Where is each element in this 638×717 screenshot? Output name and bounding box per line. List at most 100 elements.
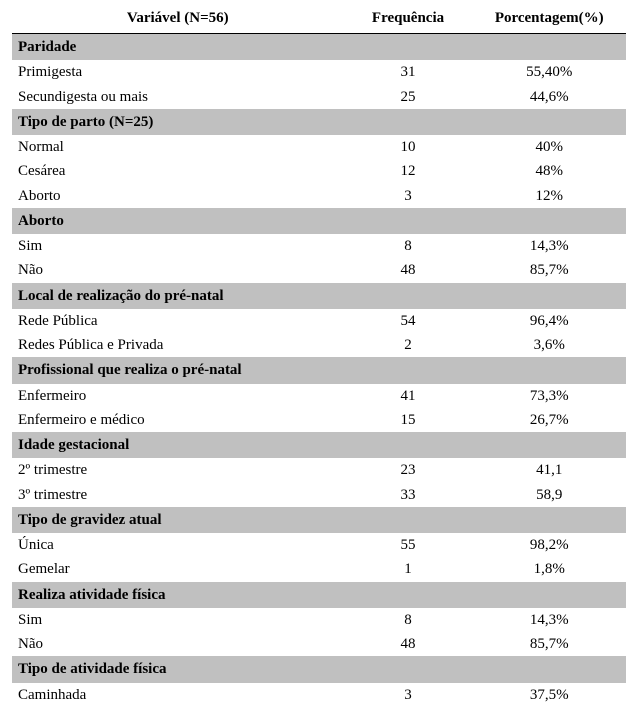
section-title: Aborto [12,208,344,234]
table-body: Paridade Primigesta 31 55,40% Secundiges… [12,34,626,707]
table-row: 2º trimestre 23 41,1 [12,458,626,482]
table-row: Caminhada 3 37,5% [12,683,626,707]
data-table: Variável (N=56) Frequência Porcentagem(%… [12,6,626,707]
section-blank [344,109,473,135]
cell-variable: Enfermeiro [12,384,344,408]
header-row: Variável (N=56) Frequência Porcentagem(%… [12,6,626,34]
section-blank [472,582,626,608]
section-blank [472,283,626,309]
cell-percentage: 98,2% [472,533,626,557]
table-row: Secundigesta ou mais 25 44,6% [12,85,626,109]
cell-percentage: 55,40% [472,60,626,84]
table-row: Enfermeiro e médico 15 26,7% [12,408,626,432]
cell-percentage: 14,3% [472,608,626,632]
section-title: Realiza atividade física [12,582,344,608]
cell-frequency: 55 [344,533,473,557]
cell-frequency: 2 [344,333,473,357]
cell-frequency: 31 [344,60,473,84]
table-row: Redes Pública e Privada 2 3,6% [12,333,626,357]
section-blank [472,357,626,383]
section-blank [472,34,626,61]
section-title: Tipo de gravidez atual [12,507,344,533]
table-row: Sim 8 14,3% [12,234,626,258]
table-row: 3º trimestre 33 58,9 [12,483,626,507]
cell-frequency: 3 [344,683,473,707]
section-blank [344,656,473,682]
table-row: Cesárea 12 48% [12,159,626,183]
cell-frequency: 48 [344,258,473,282]
table-row: Não 48 85,7% [12,258,626,282]
cell-variable: Cesárea [12,159,344,183]
cell-variable: Redes Pública e Privada [12,333,344,357]
cell-frequency: 41 [344,384,473,408]
table-row: Enfermeiro 41 73,3% [12,384,626,408]
section-blank [344,34,473,61]
section-header: Profissional que realiza o pré-natal [12,357,626,383]
table-container: Variável (N=56) Frequência Porcentagem(%… [0,0,638,717]
col-header-variable: Variável (N=56) [12,6,344,34]
cell-frequency: 54 [344,309,473,333]
cell-percentage: 73,3% [472,384,626,408]
section-blank [344,357,473,383]
cell-frequency: 3 [344,184,473,208]
section-blank [344,432,473,458]
cell-frequency: 10 [344,135,473,159]
table-row: Primigesta 31 55,40% [12,60,626,84]
cell-variable: Aborto [12,184,344,208]
section-blank [472,208,626,234]
cell-percentage: 85,7% [472,632,626,656]
section-header: Realiza atividade física [12,582,626,608]
cell-percentage: 14,3% [472,234,626,258]
cell-variable: Não [12,258,344,282]
section-blank [472,656,626,682]
cell-variable: Sim [12,608,344,632]
cell-variable: Gemelar [12,557,344,581]
cell-frequency: 15 [344,408,473,432]
section-blank [344,582,473,608]
section-title: Tipo de parto (N=25) [12,109,344,135]
section-title: Profissional que realiza o pré-natal [12,357,344,383]
section-title: Tipo de atividade física [12,656,344,682]
cell-frequency: 23 [344,458,473,482]
table-row: Única 55 98,2% [12,533,626,557]
cell-percentage: 3,6% [472,333,626,357]
section-title: Local de realização do pré-natal [12,283,344,309]
cell-percentage: 1,8% [472,557,626,581]
cell-variable: Única [12,533,344,557]
section-blank [472,432,626,458]
cell-variable: Normal [12,135,344,159]
table-row: Rede Pública 54 96,4% [12,309,626,333]
cell-percentage: 41,1 [472,458,626,482]
section-header: Aborto [12,208,626,234]
section-title: Idade gestacional [12,432,344,458]
cell-percentage: 40% [472,135,626,159]
cell-variable: Sim [12,234,344,258]
section-header: Tipo de atividade física [12,656,626,682]
cell-variable: Enfermeiro e médico [12,408,344,432]
section-blank [344,208,473,234]
cell-variable: Secundigesta ou mais [12,85,344,109]
table-row: Sim 8 14,3% [12,608,626,632]
cell-percentage: 12% [472,184,626,208]
cell-frequency: 1 [344,557,473,581]
section-blank [472,109,626,135]
cell-percentage: 85,7% [472,258,626,282]
cell-frequency: 33 [344,483,473,507]
table-row: Gemelar 1 1,8% [12,557,626,581]
cell-variable: Caminhada [12,683,344,707]
cell-frequency: 8 [344,234,473,258]
table-row: Aborto 3 12% [12,184,626,208]
cell-percentage: 48% [472,159,626,183]
section-blank [344,507,473,533]
col-header-percentage: Porcentagem(%) [472,6,626,34]
section-header: Idade gestacional [12,432,626,458]
section-header: Tipo de parto (N=25) [12,109,626,135]
cell-percentage: 44,6% [472,85,626,109]
section-blank [472,507,626,533]
cell-percentage: 26,7% [472,408,626,432]
cell-variable: Rede Pública [12,309,344,333]
cell-frequency: 48 [344,632,473,656]
section-header: Local de realização do pré-natal [12,283,626,309]
col-header-frequency: Frequência [344,6,473,34]
cell-variable: 3º trimestre [12,483,344,507]
